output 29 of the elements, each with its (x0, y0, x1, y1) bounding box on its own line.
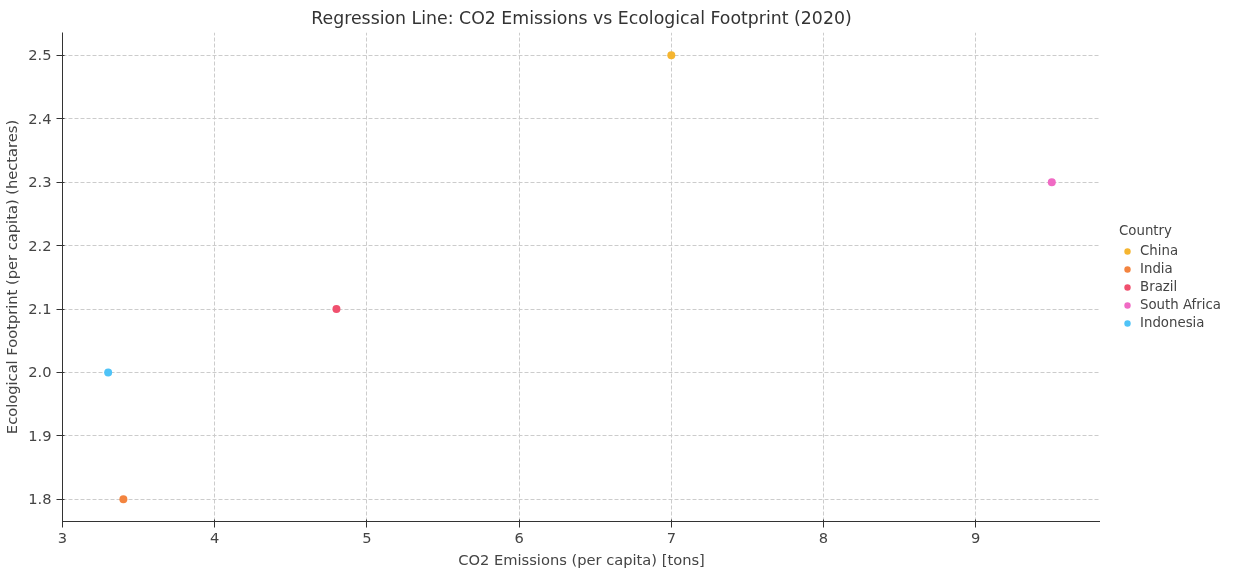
legend-label: China (1140, 242, 1179, 259)
x-tick-label: 6 (514, 528, 524, 546)
y-tick-label: 2.0 (28, 363, 52, 381)
x-tick-label: 5 (362, 528, 372, 546)
x-tick-label: 9 (971, 528, 981, 546)
point (1047, 178, 1056, 187)
y-tick-label: 2.4 (28, 109, 52, 127)
y-tick-label: 2.3 (28, 173, 52, 191)
legend-label: India (1140, 260, 1173, 277)
y-tick-label: 2.2 (28, 236, 52, 254)
point (119, 495, 128, 504)
y-axis-title: Ecological Footprint (per capita) (hectares) (3, 119, 21, 435)
x-tick-label: 3 (57, 528, 68, 546)
chart-title: Regression Line: CO2 Emissions vs Ecological Footprint (2020) (311, 7, 852, 28)
point (104, 368, 113, 377)
legend-label: Indonesia (1140, 314, 1205, 331)
point (332, 305, 341, 314)
x-tick-label: 4 (210, 528, 220, 546)
point (667, 51, 676, 60)
y-tick-label: 2.1 (28, 300, 52, 318)
x-tick-label: 8 (818, 528, 829, 546)
legend-label: Brazil (1140, 278, 1178, 295)
y-tick-label: 1.8 (28, 490, 52, 508)
legend-title: Country (1119, 222, 1173, 238)
legend-label: South Africa (1140, 296, 1221, 313)
x-axis-title: CO2 Emissions (per capita) [tons] (458, 550, 705, 568)
x-tick-label: 7 (666, 528, 676, 546)
y-tick-label: 1.9 (28, 426, 52, 444)
y-tick-label: 2.5 (28, 46, 52, 64)
